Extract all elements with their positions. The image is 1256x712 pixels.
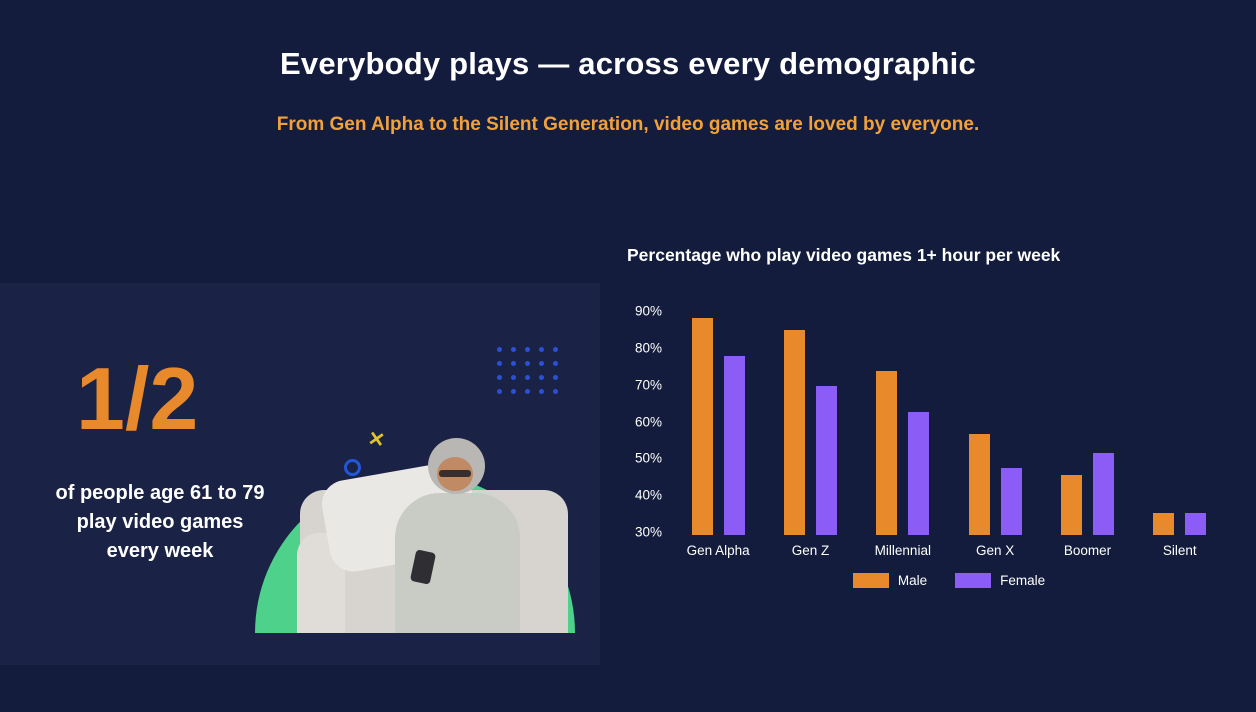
bar-male-boomer: [1060, 475, 1082, 535]
dot: [497, 375, 502, 380]
bar-pair: [968, 434, 1022, 535]
y-axis-tick-label: 30%: [634, 524, 662, 540]
dot: [497, 347, 502, 352]
stat-line-3: every week: [106, 540, 214, 562]
dot: [553, 347, 558, 352]
x-axis-label-gen-z: Gen Z: [791, 543, 830, 558]
dot: [511, 347, 516, 352]
bar-female-gen-z: [815, 386, 837, 535]
dots-pattern-decoration: [497, 347, 558, 394]
legend-swatch-female: [955, 573, 992, 588]
x-axis-label-silent: Silent: [1162, 543, 1197, 558]
bar-pair: [783, 330, 837, 535]
bar-group-gen-z: Gen Z: [783, 311, 837, 558]
bar-female-gen-x: [1000, 468, 1022, 535]
bar-male-millennial: [876, 371, 898, 535]
chart-legend: Male Female: [672, 573, 1226, 588]
y-axis-tick-label: 70%: [634, 377, 662, 393]
bar-male-silent: [1153, 513, 1175, 535]
dot: [539, 347, 544, 352]
legend-label-female: Female: [1000, 573, 1046, 588]
dot: [511, 361, 516, 366]
dot: [497, 389, 502, 394]
dot: [525, 361, 530, 366]
x-axis-label-millennial: Millennial: [874, 543, 931, 558]
x-axis-label-boomer: Boomer: [1063, 543, 1112, 558]
page-subtitle: From Gen Alpha to the Silent Generation,…: [276, 114, 980, 135]
page-title: Everybody plays — across every demograph…: [280, 46, 976, 81]
bar-group-boomer: Boomer: [1060, 311, 1114, 558]
chart-bars: Gen Alpha Gen Z Millennial Gen X Boomer Silen…: [672, 311, 1226, 558]
dot: [553, 361, 558, 366]
chart-title: Percentage who play video games 1+ hour …: [627, 245, 1061, 265]
dot: [553, 389, 558, 394]
dot: [525, 389, 530, 394]
bar-pair: [876, 371, 930, 535]
x-axis-label-gen-x: Gen X: [976, 543, 1015, 558]
y-axis-tick-label: 80%: [634, 340, 662, 356]
x-axis-label-gen-alpha: Gen Alpha: [686, 543, 750, 558]
circle-decoration: [344, 459, 361, 476]
bar-group-gen-alpha: Gen Alpha: [687, 311, 750, 558]
dot: [553, 375, 558, 380]
bar-male-gen-x: [968, 434, 990, 535]
stat-card: 1/2 of people age 61 to 79 play video ga…: [0, 283, 600, 665]
dot: [511, 389, 516, 394]
bar-female-silent: [1185, 513, 1207, 535]
bar-male-gen-alpha: [691, 318, 713, 535]
bar-group-gen-x: Gen X: [968, 311, 1022, 558]
bar-pair: [691, 318, 745, 535]
legend-label-male: Male: [897, 573, 928, 588]
photo-senior-woman-playing: [255, 433, 575, 633]
bar-female-millennial: [908, 412, 930, 535]
dot: [497, 361, 502, 366]
dot: [539, 389, 544, 394]
legend-swatch-male: [852, 573, 889, 588]
stat-description: of people age 61 to 79 play video games …: [15, 479, 305, 566]
stat-line-2: play video games: [76, 511, 244, 533]
y-axis-tick-label: 60%: [634, 414, 662, 429]
bar-pair: [1153, 513, 1207, 535]
legend-item-male: Male: [852, 573, 928, 588]
bar-male-gen-z: [783, 330, 805, 535]
chart-yaxis: 90% 80% 70% 60% 50% 40% 30%: [598, 304, 662, 540]
stat-big-number: 1/2: [76, 349, 199, 448]
stat-line-1: of people age 61 to 79: [55, 482, 265, 504]
y-axis-tick-label: 40%: [634, 487, 662, 503]
y-axis-tick-label: 50%: [634, 450, 662, 466]
person-glasses: [439, 470, 471, 477]
y-axis-tick-label: 90%: [634, 303, 662, 319]
dot: [539, 361, 544, 366]
bar-group-silent: Silent: [1153, 311, 1207, 558]
bar-female-gen-alpha: [723, 356, 745, 535]
bar-pair: [1060, 453, 1114, 535]
bar-group-millennial: Millennial: [875, 311, 931, 558]
dot: [539, 375, 544, 380]
bar-female-boomer: [1092, 453, 1114, 535]
dot: [511, 375, 516, 380]
dot: [525, 375, 530, 380]
legend-item-female: Female: [955, 573, 1045, 588]
dot: [525, 347, 530, 352]
